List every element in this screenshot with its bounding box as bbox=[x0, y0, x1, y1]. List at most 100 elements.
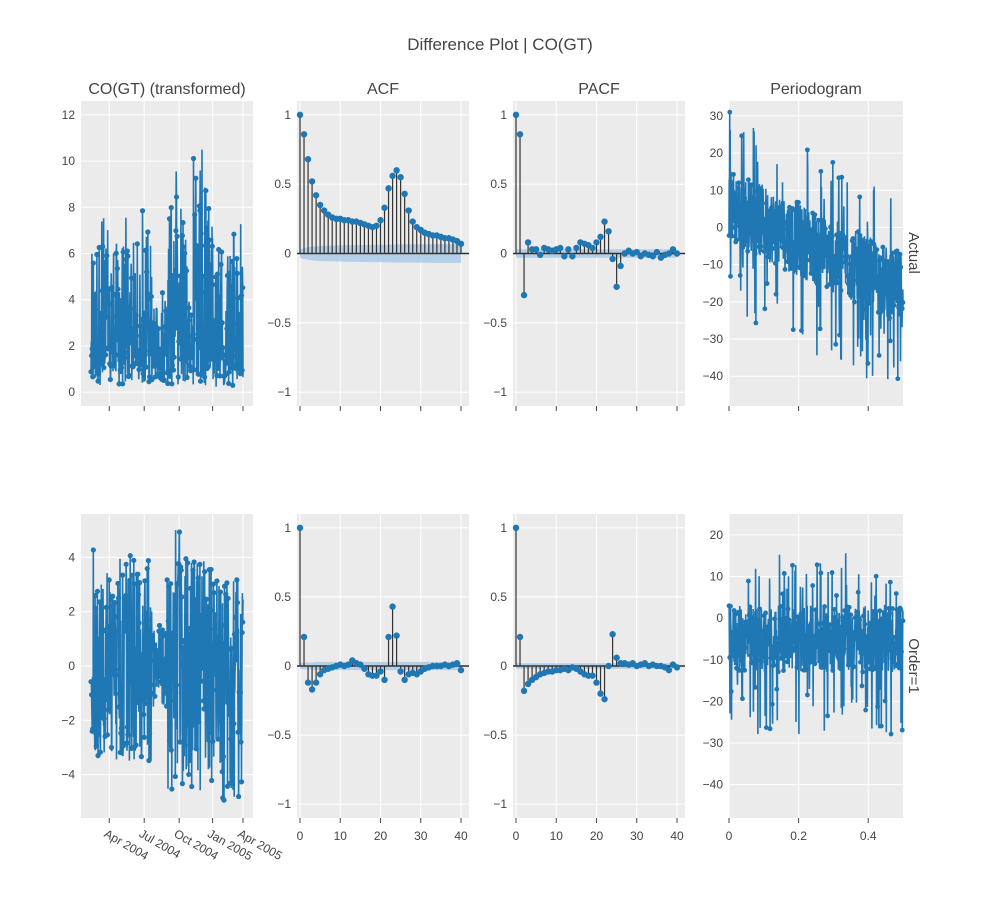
series-marker bbox=[144, 565, 150, 572]
series-marker bbox=[204, 685, 210, 691]
acf-marker bbox=[453, 660, 461, 667]
series-marker bbox=[107, 376, 113, 383]
periodogram-marker bbox=[876, 353, 882, 358]
series-marker bbox=[229, 258, 235, 265]
series-marker bbox=[186, 771, 192, 778]
pacf-marker bbox=[512, 524, 520, 532]
series-marker bbox=[100, 697, 106, 703]
series-marker bbox=[139, 208, 146, 214]
series-marker bbox=[200, 334, 207, 340]
row-label-order1: Order=1 bbox=[905, 638, 922, 693]
series-marker bbox=[220, 352, 226, 358]
series-marker bbox=[206, 676, 212, 682]
series-marker bbox=[149, 633, 156, 639]
series-marker bbox=[225, 358, 231, 365]
series-1-ytick-label: 6 bbox=[68, 247, 75, 261]
series-marker bbox=[226, 711, 232, 717]
series-marker bbox=[93, 743, 99, 749]
series-marker bbox=[142, 700, 149, 707]
series-marker bbox=[163, 703, 170, 709]
series-marker bbox=[150, 320, 156, 326]
series-marker bbox=[110, 593, 116, 599]
periodogram-1-ytick-label: 10 bbox=[710, 183, 724, 197]
series-marker bbox=[239, 629, 245, 636]
series-marker bbox=[101, 677, 108, 683]
series-marker bbox=[102, 282, 108, 288]
series-marker bbox=[182, 742, 188, 748]
series-marker bbox=[180, 645, 187, 651]
series-marker bbox=[163, 655, 169, 662]
series-marker bbox=[174, 233, 180, 239]
series-marker bbox=[160, 324, 166, 330]
series-marker bbox=[199, 659, 205, 665]
series-marker bbox=[200, 698, 207, 704]
series-marker bbox=[114, 672, 120, 678]
series-1-ytick-label: 12 bbox=[62, 108, 76, 122]
acf-2-xtick-label: 0 bbox=[297, 829, 304, 843]
series-marker bbox=[167, 722, 173, 728]
series-marker bbox=[209, 672, 215, 678]
series-marker bbox=[95, 378, 101, 384]
series-marker bbox=[197, 378, 204, 384]
series-marker bbox=[224, 325, 230, 332]
series-marker bbox=[231, 321, 238, 327]
acf-marker bbox=[393, 167, 400, 174]
series-marker bbox=[154, 668, 160, 674]
series-marker bbox=[98, 351, 105, 358]
series-marker bbox=[226, 369, 232, 375]
series-marker bbox=[234, 255, 240, 262]
acf-marker bbox=[316, 201, 324, 209]
pacf-marker bbox=[589, 672, 596, 679]
series-marker bbox=[223, 625, 229, 631]
series-marker bbox=[129, 669, 136, 675]
series-marker bbox=[218, 261, 224, 268]
series-marker bbox=[219, 249, 225, 255]
series-marker bbox=[122, 355, 128, 361]
series-marker bbox=[91, 692, 97, 698]
pacf-marker bbox=[673, 250, 681, 257]
pacf-1-ytick-label: 1 bbox=[500, 108, 507, 122]
series-marker bbox=[98, 361, 104, 367]
series-marker bbox=[90, 547, 96, 553]
series-marker bbox=[149, 351, 156, 358]
series-marker bbox=[144, 269, 150, 275]
series-marker bbox=[202, 374, 208, 380]
series-marker bbox=[195, 371, 201, 377]
series-marker bbox=[116, 704, 122, 710]
series-marker bbox=[234, 600, 241, 606]
series-marker bbox=[94, 588, 101, 594]
series-marker bbox=[211, 329, 218, 335]
series-marker bbox=[228, 283, 235, 289]
acf-marker bbox=[320, 207, 328, 214]
series-marker bbox=[104, 295, 111, 302]
series-marker bbox=[135, 347, 141, 354]
series-marker bbox=[221, 797, 227, 803]
series-marker bbox=[213, 687, 219, 693]
series-marker bbox=[240, 619, 246, 625]
series-marker bbox=[107, 669, 113, 676]
series-marker bbox=[220, 754, 226, 760]
series-marker bbox=[152, 693, 158, 699]
series-marker bbox=[121, 339, 127, 345]
series-marker bbox=[228, 736, 234, 742]
series-marker bbox=[190, 722, 197, 728]
series-marker bbox=[139, 316, 145, 323]
series-marker bbox=[137, 679, 143, 685]
series-marker bbox=[217, 589, 224, 595]
acf-marker bbox=[312, 192, 320, 199]
series-1-ytick-label: 10 bbox=[62, 154, 76, 168]
series-marker bbox=[190, 567, 196, 573]
acf-marker bbox=[409, 218, 416, 225]
series-marker bbox=[134, 685, 140, 692]
periodogram-line-1 bbox=[728, 112, 904, 380]
series-marker bbox=[199, 243, 205, 249]
series-marker bbox=[127, 306, 133, 312]
acf-2-xtick-label: 40 bbox=[454, 829, 468, 843]
acf-marker bbox=[457, 666, 465, 674]
series-marker bbox=[91, 291, 97, 298]
series-marker bbox=[128, 334, 134, 340]
series-2-ytick-label: −2 bbox=[61, 713, 75, 727]
series-marker bbox=[162, 341, 168, 347]
